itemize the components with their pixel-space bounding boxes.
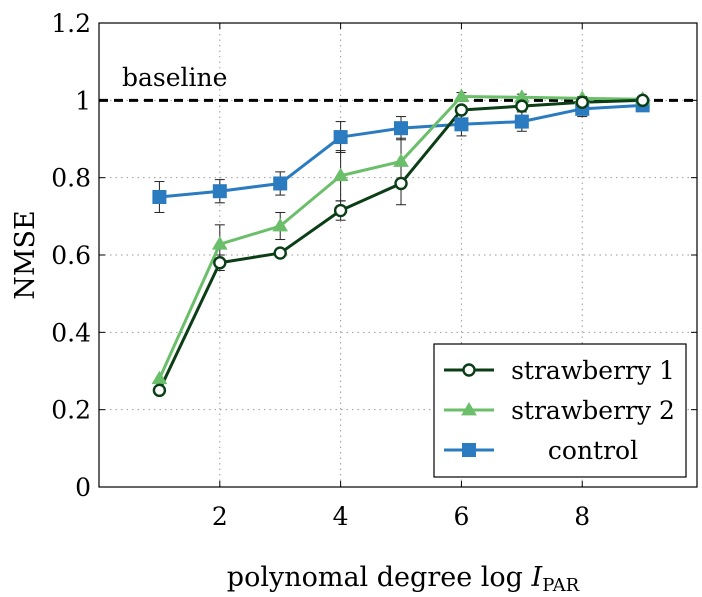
y-tick-label: 1.2 bbox=[51, 9, 91, 38]
legend-label: strawberry 1 bbox=[511, 356, 675, 385]
data-point bbox=[635, 93, 650, 108]
x-axis-label-italic: I bbox=[531, 562, 544, 593]
data-point bbox=[152, 383, 167, 398]
data-point bbox=[333, 130, 348, 145]
data-point bbox=[453, 88, 470, 102]
data-point bbox=[454, 117, 469, 132]
legend-marker bbox=[462, 443, 476, 457]
data-point bbox=[394, 176, 408, 191]
legend-label: control bbox=[548, 436, 638, 465]
y-tick-label: 1 bbox=[75, 86, 91, 115]
x-tick-label: 6 bbox=[453, 502, 469, 531]
data-point bbox=[454, 103, 469, 117]
baseline-label: baseline bbox=[122, 63, 227, 92]
y-tick-label: 0.8 bbox=[51, 164, 91, 193]
data-point bbox=[575, 95, 589, 109]
x-tick-label: 2 bbox=[212, 502, 228, 531]
x-tick-label: 8 bbox=[574, 502, 590, 531]
legend-marker bbox=[462, 363, 476, 377]
data-point bbox=[212, 184, 227, 199]
legend: strawberry 1 strawberry 2 control bbox=[433, 343, 687, 478]
data-point bbox=[332, 167, 349, 182]
data-point bbox=[394, 121, 409, 136]
tick-labels: 2 4 6 8 0 0.2 0.4 0.6 0.8 1 1.2 bbox=[51, 9, 697, 531]
data-point bbox=[152, 190, 167, 204]
data-point bbox=[151, 370, 168, 385]
data-point bbox=[273, 246, 287, 260]
y-tick-label: 0.2 bbox=[51, 396, 91, 425]
data-point bbox=[211, 236, 228, 250]
data-point bbox=[515, 99, 529, 113]
data-point bbox=[213, 256, 227, 270]
data-point bbox=[273, 176, 288, 191]
x-tick-label: 4 bbox=[333, 502, 349, 531]
x-axis-label-sub: PAR bbox=[542, 575, 579, 596]
y-tick-label: 0.6 bbox=[51, 241, 91, 270]
y-tick-label: 0 bbox=[75, 473, 91, 502]
y-axis-label: NMSE bbox=[10, 210, 41, 299]
data-point bbox=[272, 218, 289, 232]
legend-label: strawberry 2 bbox=[511, 396, 675, 425]
data-point bbox=[393, 153, 409, 167]
x-axis-label-main: polynomal degree log bbox=[227, 562, 532, 593]
series-markers bbox=[151, 88, 651, 398]
y-tick-label: 0.4 bbox=[51, 318, 91, 347]
data-point bbox=[514, 114, 529, 129]
legend-marker bbox=[461, 402, 477, 416]
x-axis-label: polynomal degree log IPAR bbox=[227, 562, 580, 596]
data-point bbox=[333, 203, 348, 218]
